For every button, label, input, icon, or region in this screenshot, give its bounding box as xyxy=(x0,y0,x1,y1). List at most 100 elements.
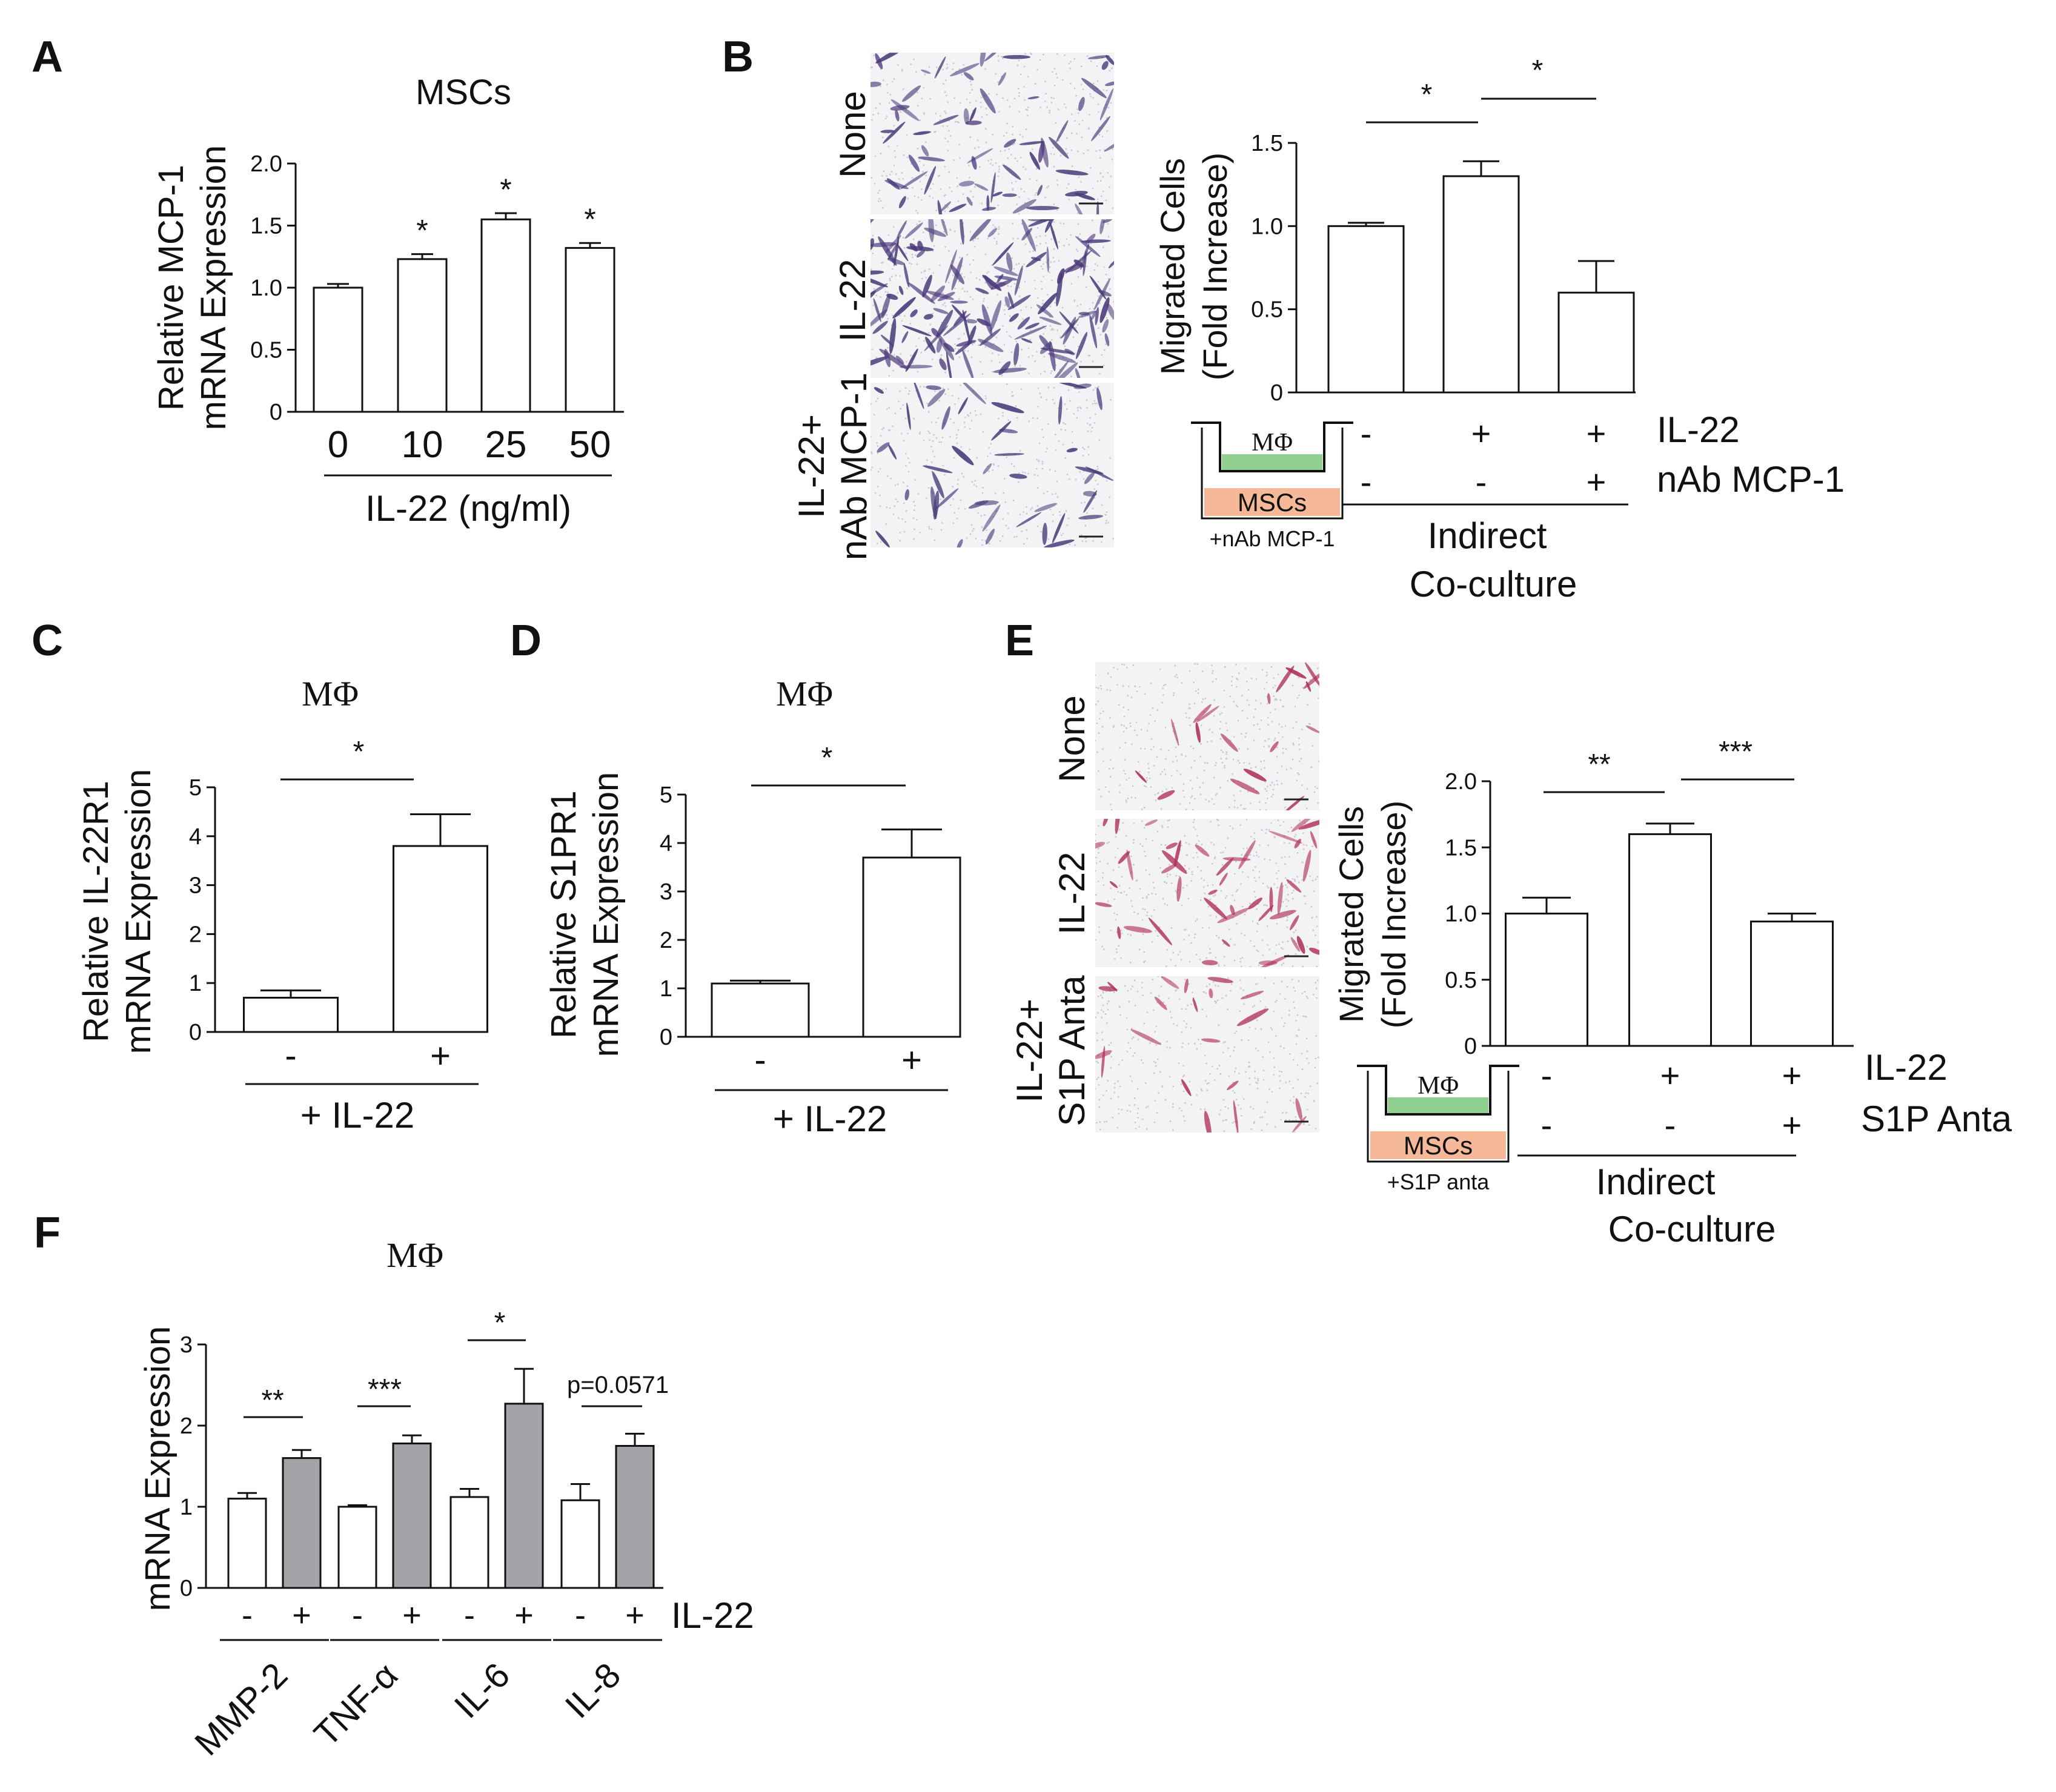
pore-dot xyxy=(1255,880,1257,882)
row-il22-e-0: - xyxy=(1541,1056,1553,1094)
pore-dot xyxy=(1097,280,1099,283)
pore-dot xyxy=(986,272,989,274)
pore-dot xyxy=(1254,1070,1256,1073)
pore-dot xyxy=(922,171,924,173)
pore-dot xyxy=(1012,133,1014,136)
pore-dot xyxy=(942,68,944,71)
y-tick-label-D: 2 xyxy=(660,928,672,953)
pore-dot xyxy=(1287,899,1290,902)
pore-dot xyxy=(928,332,930,334)
pore-dot xyxy=(1128,686,1130,687)
pore-dot xyxy=(1115,948,1118,950)
pore-dot xyxy=(947,141,949,143)
pore-dot xyxy=(1253,838,1256,840)
pore-dot xyxy=(1146,911,1149,913)
micrograph-e-il22-s1p xyxy=(1095,976,1319,1132)
pore-dot xyxy=(918,220,920,222)
stained-cell xyxy=(913,383,924,409)
pore-dot xyxy=(1127,709,1129,711)
pore-dot xyxy=(874,492,877,494)
pore-dot xyxy=(994,226,996,228)
pore-dot xyxy=(1245,732,1247,735)
pore-dot xyxy=(1262,954,1264,956)
pore-dot xyxy=(1278,732,1280,734)
pore-dot xyxy=(942,292,944,294)
pore-dot xyxy=(1056,329,1059,331)
pore-dot xyxy=(1106,511,1108,514)
pore-dot xyxy=(1147,767,1150,770)
pore-dot xyxy=(880,200,882,202)
pore-dot xyxy=(1298,980,1300,982)
pore-dot xyxy=(1193,826,1195,828)
pore-dot xyxy=(995,73,996,75)
stained-cell xyxy=(1103,819,1109,827)
pore-dot xyxy=(1277,819,1279,822)
pore-dot xyxy=(1160,844,1162,846)
pore-dot xyxy=(919,531,921,534)
treatment-f-1-plus: + xyxy=(402,1597,422,1633)
stained-cell xyxy=(906,402,911,431)
pore-dot xyxy=(1278,1070,1281,1073)
pore-dot xyxy=(949,187,951,189)
stained-cell xyxy=(1176,876,1182,902)
pore-dot xyxy=(1085,540,1087,543)
pore-dot xyxy=(1203,769,1205,772)
pore-dot xyxy=(1200,743,1202,745)
stained-cell xyxy=(990,300,1002,332)
pore-dot xyxy=(897,517,900,519)
panel-a-ylabel-2: mRNA Expression xyxy=(194,145,233,431)
x-axis-title-c: + IL-22 xyxy=(300,1095,414,1136)
stained-cell xyxy=(1305,681,1312,692)
pore-dot xyxy=(1086,265,1088,268)
stained-cell xyxy=(886,293,898,300)
pore-dot xyxy=(1120,929,1123,931)
pore-dot xyxy=(1233,873,1236,875)
stained-cell xyxy=(1036,304,1054,318)
stained-cell xyxy=(939,358,947,371)
pore-dot xyxy=(1235,1030,1238,1033)
pore-dot xyxy=(1292,1087,1294,1089)
row-il22-b-1: + xyxy=(1471,414,1491,452)
pore-dot xyxy=(914,528,915,531)
pore-dot xyxy=(1276,746,1278,749)
pore-dot xyxy=(1191,873,1193,876)
pore-dot xyxy=(1029,251,1031,253)
pore-dot xyxy=(1232,1089,1234,1092)
pore-dot xyxy=(1142,933,1144,935)
pore-dot xyxy=(1029,178,1031,180)
pore-dot xyxy=(970,190,972,193)
pore-dot xyxy=(1069,82,1072,85)
pore-dot xyxy=(1308,722,1310,725)
pore-dot xyxy=(1114,856,1116,859)
pore-dot xyxy=(1297,1079,1299,1081)
pore-dot xyxy=(916,263,918,265)
pore-dot xyxy=(937,417,940,419)
pore-dot xyxy=(935,437,938,439)
pore-dot xyxy=(889,279,891,282)
pore-dot xyxy=(1270,666,1273,668)
pore-dot xyxy=(1235,663,1238,666)
stained-cell xyxy=(1065,191,1088,197)
pore-dot xyxy=(1299,760,1301,762)
pore-dot xyxy=(1113,991,1115,993)
pore-dot xyxy=(1174,675,1176,678)
stained-cell xyxy=(985,528,995,545)
pore-dot xyxy=(1144,1082,1147,1084)
msc-layer-e xyxy=(1370,1131,1506,1159)
pore-dot xyxy=(902,481,904,484)
pore-dot xyxy=(1116,684,1118,686)
pore-dot xyxy=(1265,790,1268,792)
pore-dot xyxy=(1133,822,1135,824)
pore-dot xyxy=(1130,796,1133,798)
stained-cell xyxy=(1298,819,1319,830)
pore-dot xyxy=(1142,908,1144,910)
pore-dot xyxy=(1263,904,1265,906)
pore-dot xyxy=(1225,757,1228,759)
pore-dot xyxy=(1159,668,1161,670)
stained-cell xyxy=(1258,960,1278,965)
pore-dot xyxy=(1285,769,1288,771)
pore-dot xyxy=(903,246,906,249)
pore-dot xyxy=(1231,676,1233,678)
pore-dot xyxy=(1166,1046,1168,1048)
pore-dot xyxy=(1157,976,1159,977)
